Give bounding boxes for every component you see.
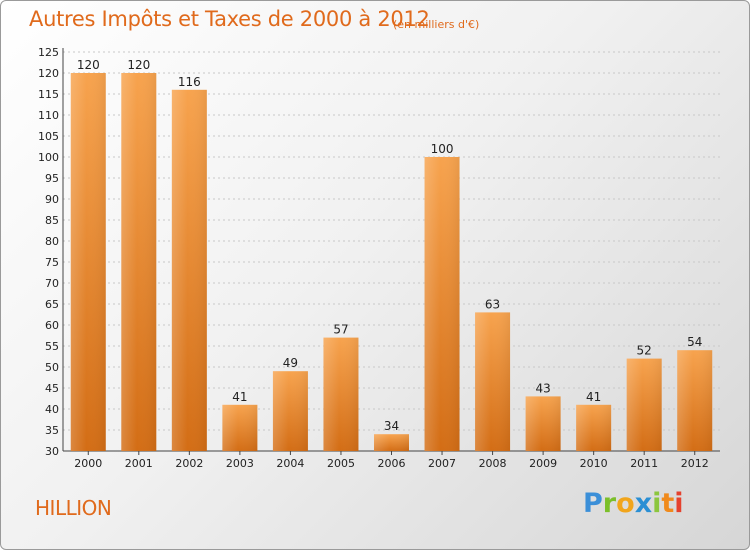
data-label: 41 (232, 390, 247, 404)
y-tick-label: 115 (38, 88, 59, 101)
x-tick-label: 2009 (529, 457, 557, 470)
y-tick-label: 50 (45, 361, 59, 374)
data-label: 100 (431, 142, 454, 156)
y-tick-label: 80 (45, 235, 59, 248)
y-tick-label: 40 (45, 403, 59, 416)
y-tick-label: 55 (45, 340, 59, 353)
bar-shine (323, 337, 359, 451)
chart-unit: (en milliers d'€) (393, 18, 480, 31)
data-label: 63 (485, 297, 500, 311)
bar-shine (121, 73, 157, 451)
bar-shine (171, 89, 207, 452)
data-label: 57 (333, 323, 348, 337)
bar-shine (70, 73, 106, 451)
y-tick-label: 95 (45, 172, 59, 185)
x-tick-label: 2004 (276, 457, 304, 470)
y-tick-label: 45 (45, 382, 59, 395)
commune-name: HILLION (35, 496, 112, 520)
y-tick-label: 75 (45, 256, 59, 269)
bar-shine (272, 371, 308, 451)
chart-title: Autres Impôts et Taxes de 2000 à 2012 (29, 7, 430, 31)
x-tick-label: 2005 (327, 457, 355, 470)
y-tick-label: 85 (45, 214, 59, 227)
bar-shine (576, 404, 612, 451)
bar-shine (525, 396, 561, 451)
y-tick-label: 110 (38, 109, 59, 122)
x-tick-label: 2010 (580, 457, 608, 470)
y-tick-label: 125 (38, 46, 59, 59)
proxiti-logo: Proxiti (583, 488, 684, 519)
y-tick-label: 100 (38, 151, 59, 164)
x-tick-label: 2001 (125, 457, 153, 470)
x-tick-label: 2011 (630, 457, 658, 470)
bar-shine (374, 434, 409, 451)
data-label: 49 (283, 356, 298, 370)
data-label: 43 (535, 381, 550, 395)
x-tick-label: 2007 (428, 457, 456, 470)
y-tick-label: 120 (38, 67, 59, 80)
data-label: 120 (127, 58, 150, 72)
bar-shine (475, 312, 511, 451)
bar-shine (626, 358, 662, 451)
data-label: 116 (178, 75, 201, 89)
data-label: 41 (586, 390, 601, 404)
y-tick-label: 60 (45, 319, 59, 332)
data-label: 120 (77, 58, 100, 72)
bar-shine (222, 404, 258, 451)
x-tick-label: 2012 (681, 457, 709, 470)
x-tick-label: 2006 (378, 457, 406, 470)
bar-shine (677, 350, 713, 451)
x-tick-label: 2002 (175, 457, 203, 470)
y-tick-label: 90 (45, 193, 59, 206)
y-tick-label: 65 (45, 298, 59, 311)
x-tick-label: 2003 (226, 457, 254, 470)
y-tick-label: 30 (45, 445, 59, 458)
y-tick-label: 35 (45, 424, 59, 437)
y-tick-label: 105 (38, 130, 59, 143)
y-tick-label: 70 (45, 277, 59, 290)
data-label: 54 (687, 335, 702, 349)
data-label: 34 (384, 419, 399, 433)
data-label: 52 (637, 344, 652, 358)
x-tick-label: 2000 (74, 457, 102, 470)
bar-shine (424, 157, 460, 451)
x-tick-label: 2008 (479, 457, 507, 470)
